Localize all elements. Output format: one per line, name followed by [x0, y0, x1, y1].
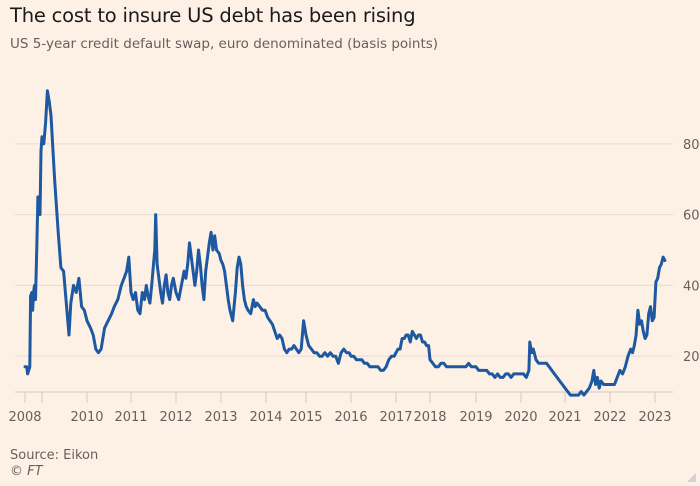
x-tick-label-2018: 2018	[413, 410, 446, 425]
x-tick-label-2016: 2016	[334, 410, 367, 425]
resize-handle-icon[interactable]	[687, 473, 696, 482]
x-tick-label-2012: 2012	[159, 410, 192, 425]
chart-subtitle: US 5-year credit default swap, euro deno…	[10, 36, 439, 52]
x-tick-label-2021: 2021	[548, 410, 581, 425]
y-tick-label-80: 80	[683, 138, 700, 153]
x-tick-label-2019: 2019	[459, 410, 492, 425]
series-layer	[23, 89, 667, 397]
x-tick-label-2011: 2011	[114, 410, 147, 425]
y-tick-label-40: 40	[683, 279, 700, 294]
x-tick-label-2017: 2017	[379, 410, 412, 425]
x-axis: 2008 2010 2011 2012 2013 2014 2015 2016 2017 2018…	[8, 391, 673, 425]
gridlines	[15, 143, 673, 357]
x-tick-label-2020: 2020	[504, 410, 537, 425]
x-tick-label-2023: 2023	[638, 410, 671, 425]
y-tick-label-20: 20	[683, 350, 700, 365]
x-tick-label-2008: 2008	[8, 410, 41, 425]
source-note: Source: Eikon	[10, 448, 99, 463]
x-tick-label-2022: 2022	[593, 410, 626, 425]
series-line-0	[23, 89, 667, 397]
y-tick-label-60: 60	[683, 209, 700, 224]
x-tick-label-2010: 2010	[70, 410, 103, 425]
x-tick-label-2014: 2014	[249, 410, 282, 425]
x-tick-label-2015: 2015	[289, 410, 322, 425]
x-tick-label-2013: 2013	[204, 410, 237, 425]
copyright-note: © FT	[10, 464, 43, 479]
chart-title: The cost to insure US debt has been risi…	[10, 4, 416, 27]
y-axis: 20 40 60 80	[683, 138, 700, 365]
